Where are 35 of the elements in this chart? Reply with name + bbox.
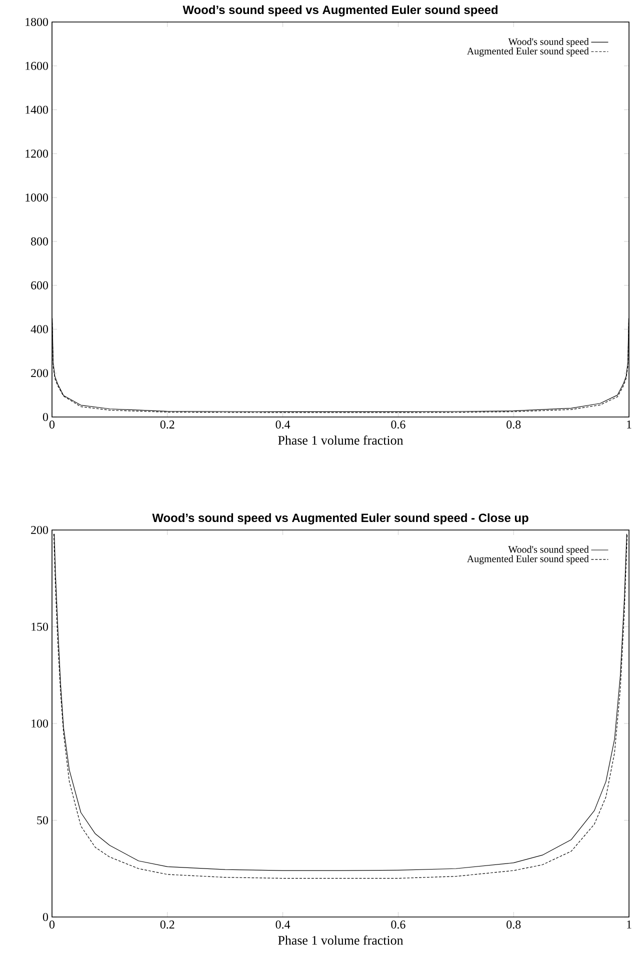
x-tick-label: 1	[627, 920, 632, 928]
y-tick-label: 200	[31, 369, 48, 378]
y-tick-label: 800	[31, 237, 48, 246]
x-tick-label: 0.8	[506, 920, 521, 929]
y-tick-label: 200	[31, 526, 48, 534]
y-tick-label: 1800	[26, 18, 48, 26]
x-tick-label: 0	[49, 920, 55, 929]
y-tick-label: 0	[42, 912, 48, 922]
x-tick-label: 0.6	[391, 920, 406, 929]
legend-label: Wood's sound speed	[508, 38, 589, 48]
legend-label: Augmented Euler sound speed	[466, 555, 589, 564]
chart-title: Wood’s sound speed vs Augmented Euler sound speed - Close up	[152, 513, 528, 524]
y-tick-label: 600	[31, 281, 48, 290]
y-tick-label: 1600	[26, 62, 48, 70]
x-tick-label: 0.2	[160, 420, 174, 429]
x-tick-label: 0.4	[276, 420, 290, 429]
y-tick-label: 50	[37, 816, 48, 824]
x-axis-title: Phase 1 volume fraction	[278, 935, 404, 945]
x-tick-label: 0.6	[391, 420, 406, 429]
y-tick-label: 400	[30, 325, 48, 334]
x-tick-label: 0.4	[276, 920, 290, 929]
legend-label: Augmented Euler sound speed	[466, 47, 589, 56]
y-tick-label: 1400	[26, 106, 48, 114]
x-tick-label: 0.2	[160, 920, 174, 929]
y-tick-label: 0	[42, 412, 48, 422]
y-tick-label: 150	[32, 622, 48, 631]
y-tick-label: 100	[32, 719, 48, 728]
y-tick-label: 1000	[26, 194, 48, 202]
legend-label: Wood's sound speed	[508, 546, 589, 555]
x-tick-label: 1	[627, 420, 632, 428]
x-tick-label: 0	[49, 420, 55, 429]
chart-title: Wood’s sound speed vs Augmented Euler sound speed	[182, 5, 498, 16]
x-axis-title: Phase 1 volume fraction	[278, 435, 404, 445]
y-tick-label: 1200	[26, 150, 48, 158]
x-tick-label: 0.8	[506, 420, 521, 429]
